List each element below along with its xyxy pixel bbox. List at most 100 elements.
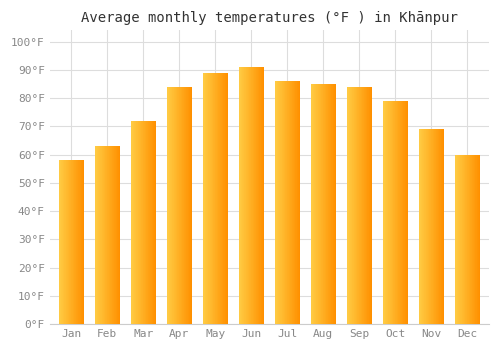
Bar	[351, 87, 352, 324]
Bar	[154, 121, 156, 324]
Bar	[346, 87, 348, 324]
Bar	[63, 160, 64, 324]
Bar	[175, 87, 176, 324]
Bar	[297, 81, 298, 324]
Bar	[310, 84, 312, 324]
Bar	[457, 155, 458, 324]
Bar	[393, 101, 394, 324]
Bar	[438, 129, 439, 324]
Bar	[106, 146, 108, 324]
Bar	[250, 67, 252, 324]
Bar	[322, 84, 324, 324]
Bar	[320, 84, 321, 324]
Bar	[298, 81, 300, 324]
Bar	[97, 146, 98, 324]
Bar	[96, 146, 97, 324]
Bar	[314, 84, 315, 324]
Bar	[75, 160, 76, 324]
Bar	[212, 73, 213, 324]
Bar	[364, 87, 365, 324]
Bar	[289, 81, 290, 324]
Bar	[294, 81, 295, 324]
Bar	[62, 160, 63, 324]
Bar	[474, 155, 475, 324]
Bar	[136, 121, 137, 324]
Bar	[439, 129, 440, 324]
Bar	[144, 121, 145, 324]
Bar	[387, 101, 388, 324]
Bar	[461, 155, 462, 324]
Bar	[176, 87, 177, 324]
Bar	[82, 160, 84, 324]
Bar	[74, 160, 75, 324]
Bar	[426, 129, 427, 324]
Bar	[288, 81, 289, 324]
Bar	[454, 155, 456, 324]
Bar	[240, 67, 241, 324]
Bar	[421, 129, 422, 324]
Bar	[401, 101, 402, 324]
Bar	[118, 146, 120, 324]
Bar	[211, 73, 212, 324]
Bar	[277, 81, 278, 324]
Bar	[142, 121, 144, 324]
Bar	[325, 84, 326, 324]
Bar	[100, 146, 101, 324]
Bar	[58, 160, 59, 324]
Bar	[238, 67, 240, 324]
Title: Average monthly temperatures (°F ) in Khānpur: Average monthly temperatures (°F ) in Kh…	[81, 11, 458, 25]
Bar	[459, 155, 460, 324]
Bar	[358, 87, 360, 324]
Bar	[326, 84, 327, 324]
Bar	[292, 81, 293, 324]
Bar	[182, 87, 183, 324]
Bar	[440, 129, 442, 324]
Bar	[458, 155, 459, 324]
Bar	[189, 87, 190, 324]
Bar	[276, 81, 277, 324]
Bar	[135, 121, 136, 324]
Bar	[174, 87, 175, 324]
Bar	[330, 84, 331, 324]
Bar	[290, 81, 291, 324]
Bar	[244, 67, 245, 324]
Bar	[150, 121, 151, 324]
Bar	[115, 146, 116, 324]
Bar	[253, 67, 254, 324]
Bar	[153, 121, 154, 324]
Bar	[222, 73, 223, 324]
Bar	[366, 87, 367, 324]
Bar	[312, 84, 313, 324]
Bar	[313, 84, 314, 324]
Bar	[404, 101, 406, 324]
Bar	[361, 87, 362, 324]
Bar	[260, 67, 261, 324]
Bar	[207, 73, 208, 324]
Bar	[65, 160, 66, 324]
Bar	[78, 160, 79, 324]
Bar	[324, 84, 325, 324]
Bar	[171, 87, 172, 324]
Bar	[223, 73, 224, 324]
Bar	[181, 87, 182, 324]
Bar	[296, 81, 297, 324]
Bar	[468, 155, 469, 324]
Bar	[365, 87, 366, 324]
Bar	[102, 146, 103, 324]
Bar	[328, 84, 329, 324]
Bar	[180, 87, 181, 324]
Bar	[363, 87, 364, 324]
Bar	[429, 129, 430, 324]
Bar	[262, 67, 264, 324]
Bar	[209, 73, 210, 324]
Bar	[172, 87, 173, 324]
Bar	[327, 84, 328, 324]
Bar	[357, 87, 358, 324]
Bar	[399, 101, 400, 324]
Bar	[69, 160, 70, 324]
Bar	[391, 101, 392, 324]
Bar	[259, 67, 260, 324]
Bar	[168, 87, 169, 324]
Bar	[279, 81, 280, 324]
Bar	[114, 146, 115, 324]
